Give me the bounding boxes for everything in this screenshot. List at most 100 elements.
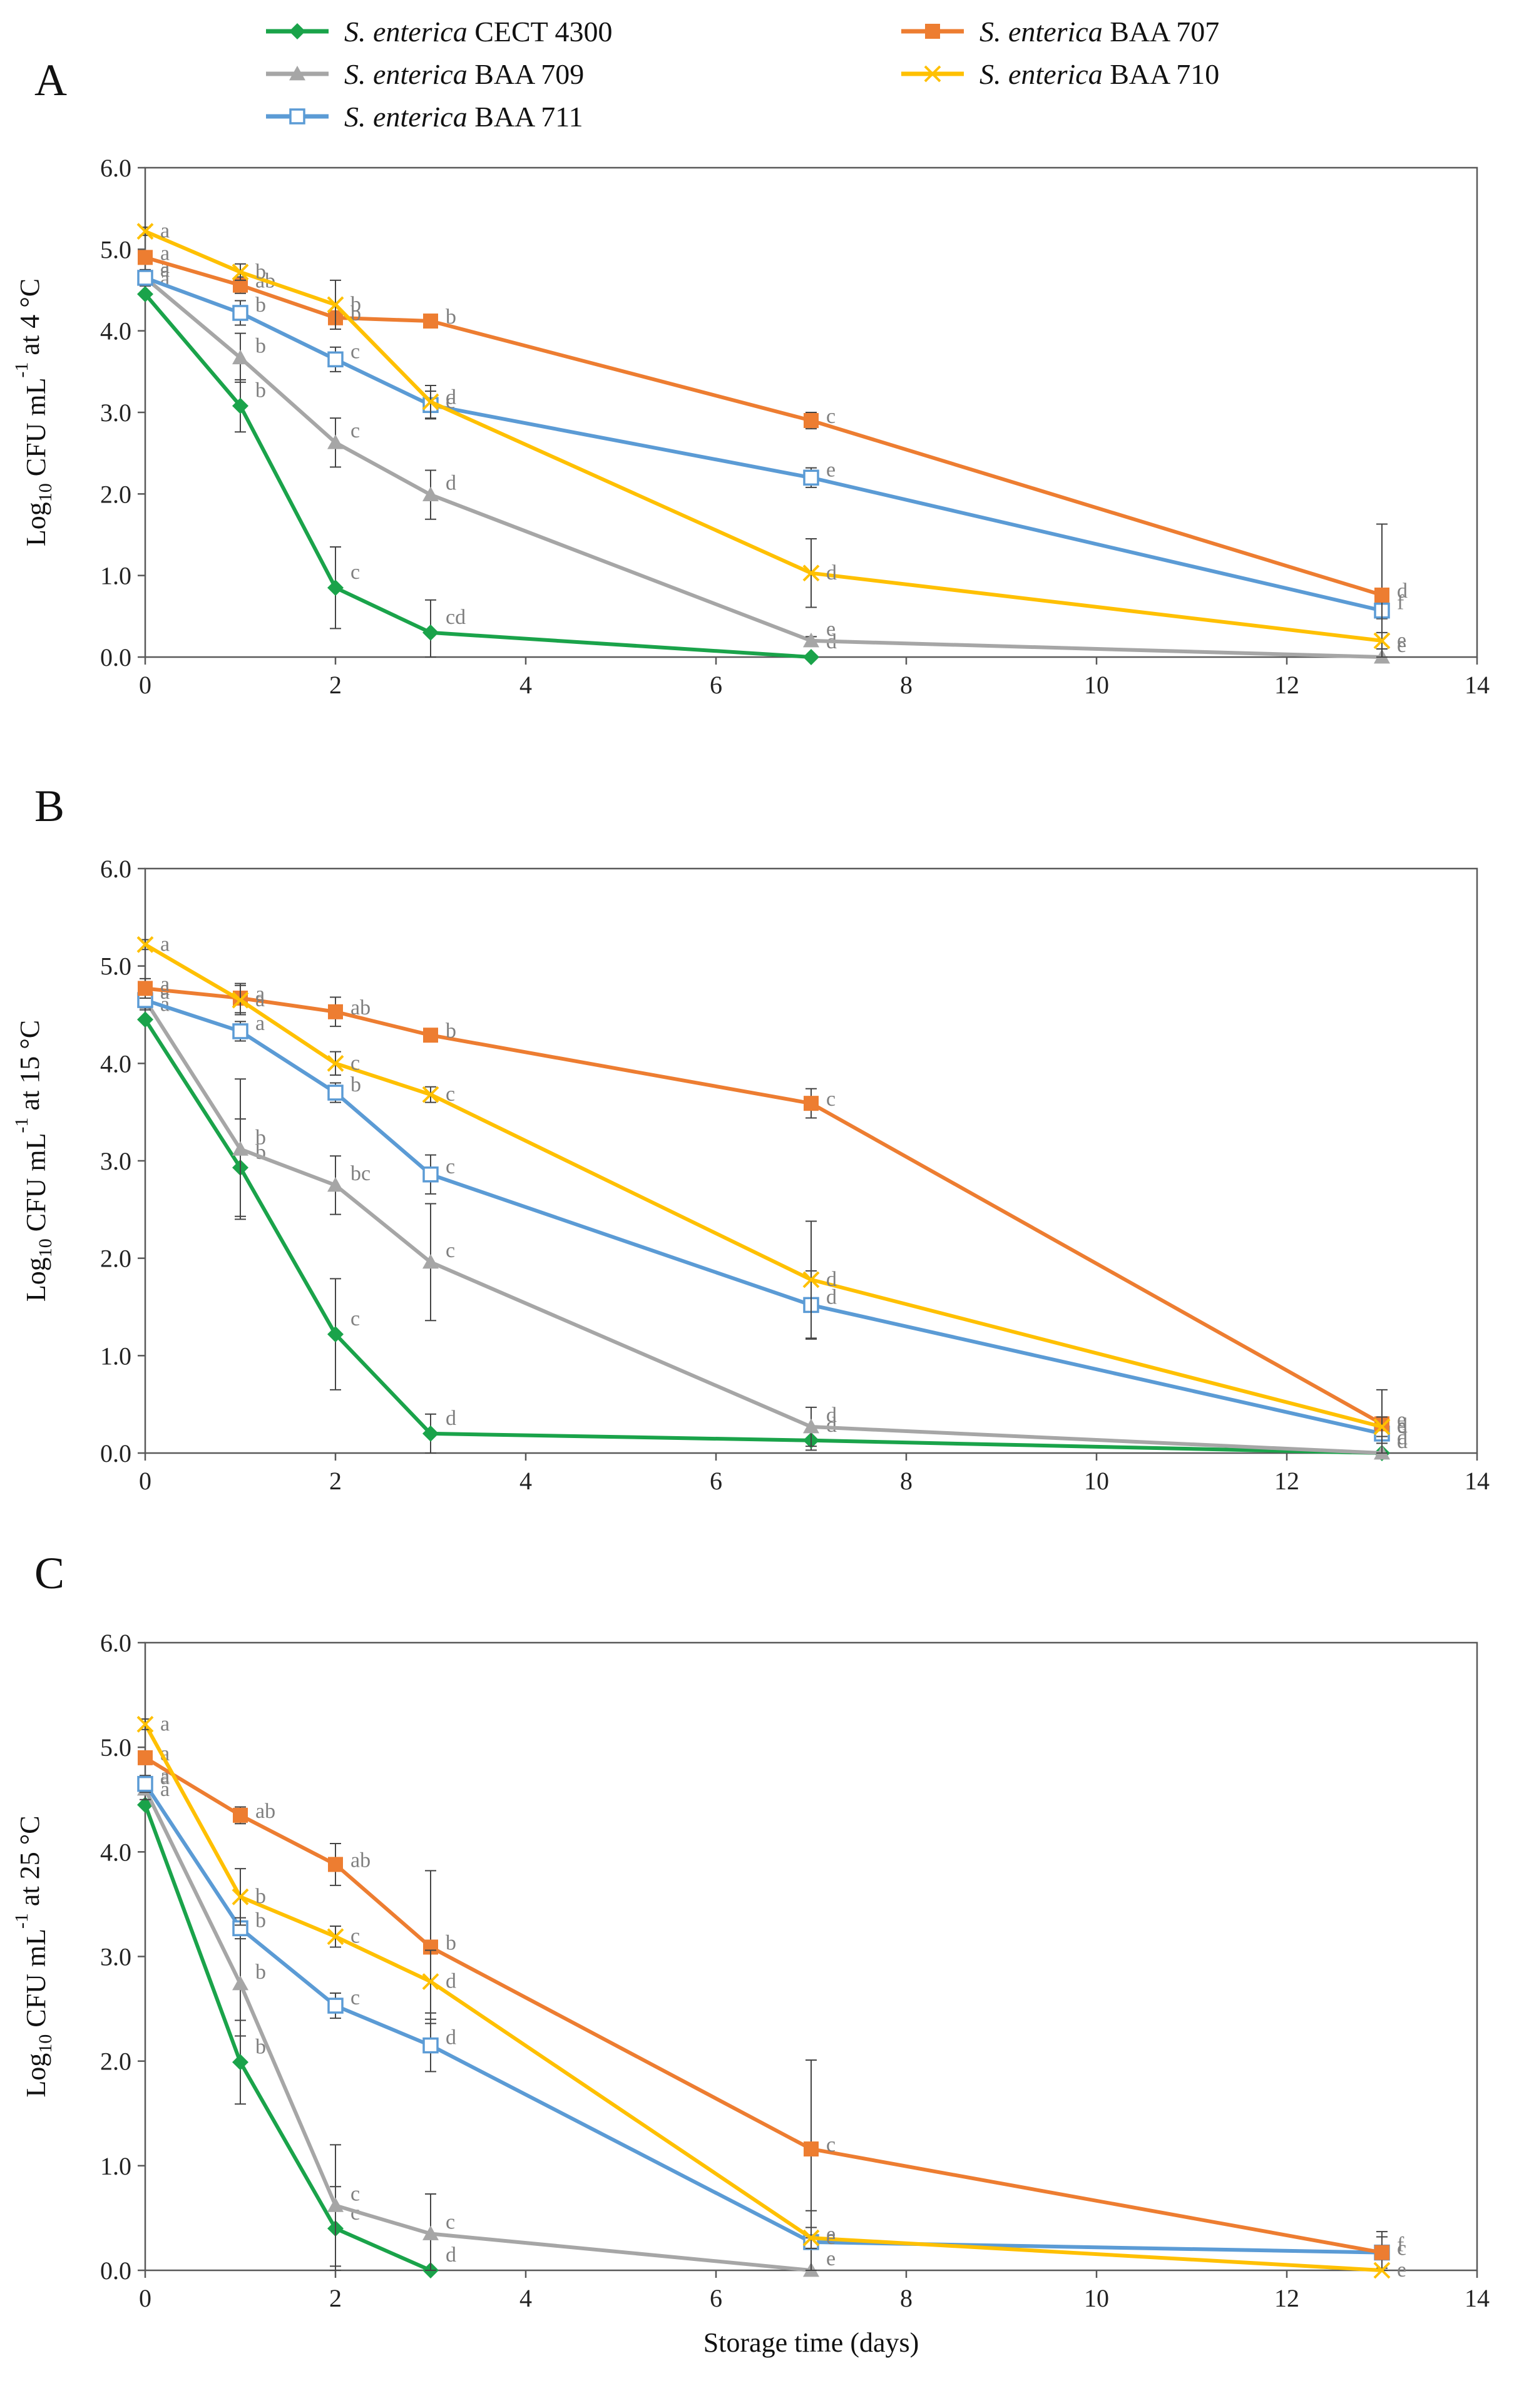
significance-letter: c — [350, 1925, 360, 1948]
y-tick-label: 2.0 — [100, 1245, 131, 1273]
series-line — [144, 276, 1383, 613]
data-point — [1373, 1418, 1391, 1436]
data-point-stroke-b — [422, 393, 439, 411]
data-point — [327, 1084, 344, 1101]
legend-item: S. enterica BAA 707 — [901, 16, 1219, 48]
panel-a: A 0.0 1.0 2.0 3.0 4.0 5.0 6.0 0 2 4 6 8 10 12 14 Log10 C… — [11, 55, 1490, 699]
data-point — [327, 296, 344, 314]
data-point — [136, 1715, 154, 1733]
data-point — [136, 223, 154, 240]
significance-letter: d — [446, 472, 456, 495]
data-point — [232, 1141, 248, 1156]
panel-letter: C — [34, 1548, 64, 1598]
significance-letter: c — [350, 419, 360, 442]
significance-letter: e — [826, 2247, 836, 2270]
y-axis-label: Log10 CFU mL-1 at 25 °C — [11, 1815, 56, 2097]
legend-label: S. enterica BAA 711 — [344, 101, 583, 133]
y-tick-label: 0.0 — [100, 1439, 131, 1467]
data-point — [422, 1166, 439, 1183]
data-point — [232, 397, 248, 414]
x-tick-label: 8 — [900, 2284, 913, 2312]
significance-letter: a — [160, 992, 170, 1016]
x-tick-label: 10 — [1084, 2284, 1109, 2312]
legend-item: S. enterica BAA 710 — [901, 58, 1219, 90]
data-point-stroke-b — [1373, 1418, 1391, 1436]
data-point — [137, 286, 153, 303]
data-point — [422, 486, 439, 502]
significance-letter: d — [826, 1414, 837, 1437]
data-point-stroke-b — [136, 936, 154, 953]
y-tick-label: 5.0 — [100, 952, 131, 981]
data-point — [232, 263, 249, 281]
data-point-stroke-b — [1373, 632, 1391, 650]
significance-letter: d — [1397, 579, 1408, 603]
significance-letter: c — [350, 2182, 360, 2205]
data-point — [137, 1011, 153, 1028]
y-tick-label: 5.0 — [100, 235, 131, 263]
legend-marker — [289, 108, 305, 125]
y-tick-label: 6.0 — [100, 855, 131, 883]
data-point — [327, 1176, 344, 1192]
y-tick-label: 2.0 — [100, 480, 131, 508]
significance-letter: b — [255, 335, 266, 358]
significance-letter: c — [350, 1307, 360, 1330]
x-tick-label: 6 — [710, 671, 722, 699]
significance-letter: d — [446, 1970, 456, 1993]
legend-label: S. enterica CECT 4300 — [344, 16, 612, 48]
y-tick-label: 0.0 — [100, 2257, 131, 2285]
data-point — [137, 270, 153, 286]
data-point — [1374, 2245, 1389, 2260]
data-point — [422, 624, 439, 641]
data-point-stroke-b — [802, 564, 820, 582]
legend-item: S. enterica BAA 709 — [266, 58, 584, 90]
data-point — [232, 349, 248, 365]
significance-letter: d — [446, 2026, 456, 2049]
y-tick-label: 1.0 — [100, 562, 131, 590]
data-point-stroke-b — [327, 1928, 344, 1946]
x-tick-label: 12 — [1274, 671, 1299, 699]
x-tick-label: 0 — [139, 1467, 151, 1495]
significance-letter: b — [350, 302, 361, 325]
data-point — [804, 1096, 819, 1111]
data-point-stroke-b — [1373, 2262, 1391, 2279]
data-point-stroke-b — [136, 1715, 154, 1733]
x-tick-label: 4 — [519, 671, 532, 699]
significance-letter: d — [446, 1407, 456, 1430]
y-tick-label: 6.0 — [100, 1629, 131, 1657]
x-tick-label: 8 — [900, 671, 913, 699]
y-axis-label: Log10 CFU mL-1 at 4 °C — [11, 278, 56, 546]
data-point — [1374, 587, 1389, 603]
data-point — [423, 1028, 438, 1043]
significance-letter: b — [350, 293, 361, 316]
x-tick-label: 2 — [329, 671, 342, 699]
data-point — [327, 434, 344, 449]
x-tick-label: 2 — [329, 1467, 342, 1495]
legend-item: S. enterica CECT 4300 — [266, 16, 612, 48]
significance-letter: f — [1397, 591, 1404, 615]
x-tick-label: 12 — [1274, 1467, 1299, 1495]
series-line — [145, 255, 1383, 597]
significance-letter: b — [350, 1073, 361, 1096]
panels: A 0.0 1.0 2.0 3.0 4.0 5.0 6.0 0 2 4 6 8 10 12 14 Log10 C… — [11, 55, 1490, 2358]
series: a b b c c d d — [137, 977, 1408, 1460]
data-point — [422, 1425, 439, 1442]
data-point — [327, 2197, 344, 2212]
data-point — [803, 649, 819, 665]
data-point-stroke-b — [422, 1086, 439, 1103]
significance-letter: b — [446, 1931, 456, 1954]
y-tick-label: 1.0 — [100, 1342, 131, 1370]
series-line — [145, 986, 1383, 1426]
significance-letter: b — [255, 1961, 266, 1984]
series: a ab ab b c c — [138, 1742, 1406, 2271]
significance-letter: c — [350, 340, 360, 363]
data-point — [138, 250, 153, 265]
significance-letter: e — [826, 2226, 836, 2249]
significance-letter: c — [446, 1083, 455, 1106]
significance-letter: b — [255, 1126, 266, 1149]
